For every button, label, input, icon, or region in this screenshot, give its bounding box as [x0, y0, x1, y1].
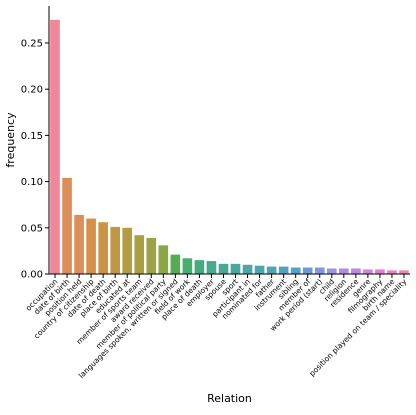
x-axis-label: Relation	[207, 392, 252, 405]
bar-7	[134, 235, 145, 274]
bar-21	[302, 267, 313, 274]
bar-8	[146, 237, 157, 274]
y-tick-label: 0.20	[21, 85, 43, 96]
bar-5	[110, 226, 120, 274]
bar-13	[206, 261, 217, 274]
y-tick-label: 0.10	[21, 177, 43, 188]
bar-17	[254, 265, 265, 274]
bar-28	[387, 270, 397, 274]
bar-24	[339, 268, 349, 274]
bar-26	[363, 269, 373, 274]
y-tick-label: 0.25	[21, 38, 43, 49]
y-axis: 0.00 0.05 0.10 0.15 0.20 0.25	[21, 38, 49, 281]
bar-2	[74, 214, 84, 274]
bar-22	[314, 267, 325, 274]
bar-12	[194, 260, 205, 274]
bar-1	[62, 177, 72, 274]
bar-27	[375, 269, 385, 274]
bar-9	[158, 245, 169, 274]
bar-15	[230, 263, 241, 274]
y-tick-label: 0.15	[21, 131, 43, 142]
bar-11	[182, 258, 193, 274]
y-tick-label: 0.05	[21, 223, 43, 234]
bar-18	[266, 266, 277, 274]
bar-19	[278, 266, 289, 274]
y-axis-label: frequency	[4, 112, 17, 168]
bar-14	[218, 263, 229, 274]
bar-0	[50, 19, 60, 274]
bar-4	[98, 222, 108, 274]
bars-layer	[50, 19, 409, 274]
bar-16	[242, 264, 253, 274]
bar-29	[399, 270, 409, 274]
y-tick-label: 0.00	[21, 270, 43, 281]
bar-23	[326, 268, 337, 274]
bar-20	[290, 267, 301, 274]
bar-25	[351, 268, 361, 274]
bar-3	[86, 218, 96, 274]
bar-10	[170, 254, 181, 274]
bar-6	[122, 227, 133, 274]
